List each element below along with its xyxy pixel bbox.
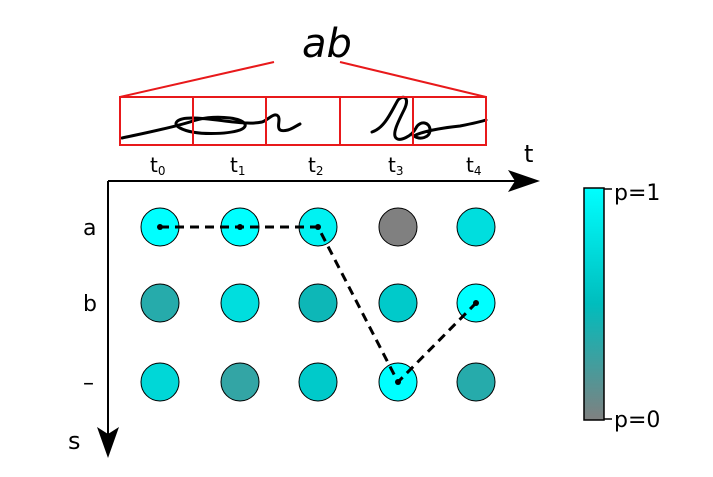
- handwritten-title-text: ab: [302, 21, 352, 67]
- time-label-0: t0: [150, 153, 165, 178]
- t-axis-label: t: [524, 140, 533, 168]
- bracket-lines: [119, 61, 487, 98]
- path-point-2: [315, 224, 321, 230]
- prob-node-r2-c4: [456, 362, 496, 402]
- probability-grid: [140, 207, 496, 402]
- s-axis-label: s: [68, 427, 81, 455]
- axes: t s: [68, 140, 540, 458]
- state-row-labels: a b –: [83, 216, 97, 396]
- handwriting-stroke-a: [120, 113, 302, 140]
- time-label-3: t3: [388, 153, 403, 178]
- colorbar-gradient: [583, 187, 605, 421]
- strip-frame: [119, 96, 487, 146]
- prob-node-r1-c1: [220, 283, 260, 323]
- colorbar-top-label: p=1: [614, 181, 660, 206]
- time-step-labels: t0 t1 t2 t3 t4: [150, 153, 481, 178]
- handwriting-strip: [119, 95, 488, 146]
- handwritten-title: ab: [302, 21, 352, 67]
- prob-node-r1-c2: [298, 283, 338, 323]
- prob-node-r1-c0: [140, 283, 180, 323]
- alignment-path: [157, 224, 479, 385]
- prob-node-r2-c0: [140, 362, 180, 402]
- prob-node-r2-c2: [298, 362, 338, 402]
- row-label-0: a: [83, 216, 96, 241]
- t-axis-arrowhead: [508, 170, 540, 192]
- path-point-4: [473, 300, 479, 306]
- prob-node-r1-c3: [378, 283, 418, 323]
- prob-node-r2-c1: [220, 362, 260, 402]
- s-axis-arrowhead: [97, 427, 119, 458]
- row-label-1: b: [83, 292, 97, 317]
- time-label-1: t1: [230, 153, 245, 178]
- prob-node-r0-c3: [378, 207, 418, 247]
- path-point-1: [237, 224, 243, 230]
- handwriting-stroke-b: [370, 95, 488, 141]
- bracket-right: [339, 61, 487, 98]
- row-label-2: –: [83, 371, 94, 396]
- prob-node-r0-c4: [456, 207, 496, 247]
- time-label-2: t2: [308, 153, 323, 178]
- path-point-3: [395, 379, 401, 385]
- colorbar-bottom-label: p=0: [614, 408, 660, 433]
- time-label-4: t4: [466, 153, 481, 178]
- path-point-0: [157, 224, 163, 230]
- colorbar: p=1 p=0: [583, 181, 660, 433]
- bracket-left: [119, 61, 275, 98]
